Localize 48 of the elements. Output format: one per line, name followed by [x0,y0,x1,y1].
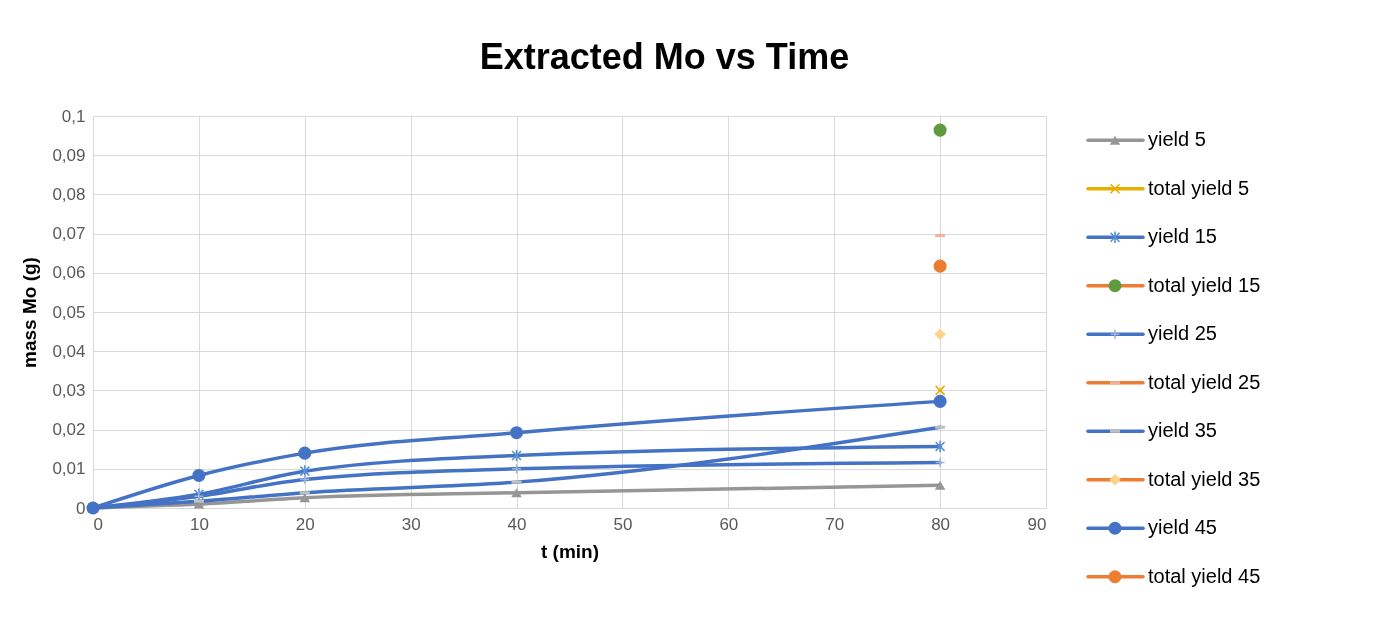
y-axis-title: mass Mo (g) [19,257,41,368]
point [299,464,311,478]
point [511,448,522,463]
x-tick-label: 50 [613,514,633,534]
x-axis-title: t (min) [540,540,600,562]
point [934,328,946,341]
point [934,480,946,490]
point [934,385,946,396]
x-tick-label: 10 [189,514,209,534]
y-tick-label: 0,07 [52,224,86,244]
y-tick-label: 0,05 [52,302,86,322]
x-tick-label: 20 [295,514,315,534]
y-tick-label: 0,09 [52,145,86,165]
x-tick-label: 60 [719,514,739,534]
x-tick-label: 70 [825,514,845,534]
point [299,493,311,503]
x-tick-label: 0 [93,514,103,534]
point [933,394,947,408]
legend-label: yield 45 [1148,516,1217,539]
y-tick-label: 0 [76,498,86,518]
legend-label: total yield 35 [1148,467,1261,490]
legend-label: yield 35 [1148,419,1217,442]
y-tick-label: 0,04 [52,341,86,361]
x-tick-label: 40 [507,514,527,534]
chart-title: Extracted Mo vs Time [479,36,850,77]
x-tick-label: 90 [1027,514,1047,534]
y-tick-label: 0,02 [52,420,86,440]
point [511,488,522,498]
x-tick-label: 30 [401,514,421,534]
legend-label: total yield 5 [1148,176,1250,199]
legend-label: yield 15 [1148,225,1217,248]
legend-label: yield 25 [1148,322,1217,345]
y-tick-label: 0,06 [52,263,86,283]
legend-label: total yield 45 [1148,564,1261,587]
legend-label: yield 5 [1148,128,1206,151]
y-tick-label: 0,01 [52,459,86,479]
point [298,446,312,460]
y-tick-label: 0,1 [61,106,86,126]
point [933,123,947,137]
point [510,426,524,440]
legend-label: total yield 15 [1148,273,1261,296]
y-tick-label: 0,03 [52,380,86,400]
legend-label: total yield 25 [1148,370,1261,393]
point [192,468,206,482]
x-tick-label: 80 [931,514,951,534]
point [933,259,947,273]
y-tick-label: 0,08 [52,184,86,204]
point [934,439,946,454]
